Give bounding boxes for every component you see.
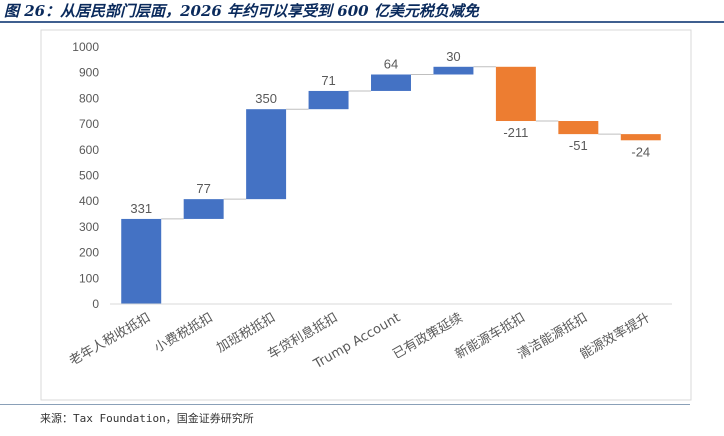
y-tick-label: 700 <box>79 117 99 131</box>
source-note: 来源：Tax Foundation，国金证券研究所 <box>40 412 254 425</box>
y-tick-label: 200 <box>79 246 99 260</box>
bar <box>495 66 536 122</box>
y-tick-label: 0 <box>92 297 99 311</box>
bar <box>371 74 411 91</box>
y-tick-label: 1000 <box>72 40 99 54</box>
data-label: 71 <box>321 73 335 88</box>
data-label: 331 <box>130 201 152 216</box>
y-tick-label: 800 <box>79 91 99 105</box>
title-rule <box>0 21 724 23</box>
data-label: 77 <box>196 181 210 196</box>
y-tick-label: 100 <box>79 271 99 285</box>
bar <box>620 134 661 141</box>
bar <box>246 109 287 200</box>
bars <box>121 66 661 304</box>
y-axis: 0 100 200 300 400 500 600 700 800 900 1000 <box>72 40 99 311</box>
data-label: -51 <box>569 138 588 153</box>
y-tick-label: 600 <box>79 143 99 157</box>
bar <box>558 121 599 135</box>
data-label: 350 <box>255 91 277 106</box>
bar <box>121 218 162 304</box>
y-tick-label: 900 <box>79 66 99 80</box>
chart-frame <box>40 29 692 401</box>
bar <box>433 66 474 75</box>
bar <box>183 199 224 219</box>
connectors <box>161 66 621 220</box>
y-tick-label: 400 <box>79 194 99 208</box>
figure-title: 图 26：从居民部门层面，2026 年约可以享受到 600 亿美元税负减免 <box>4 2 479 20</box>
footer-rule <box>0 404 690 405</box>
data-label: -24 <box>631 144 650 159</box>
data-label: 30 <box>446 49 460 64</box>
data-labels: 331 77 350 71 64 30 -211 -51 -24 <box>130 49 650 216</box>
data-label: -211 <box>503 125 528 140</box>
y-tick-label: 300 <box>79 220 99 234</box>
y-tick-label: 500 <box>79 169 99 183</box>
data-label: 64 <box>384 56 398 71</box>
bar <box>308 90 349 110</box>
